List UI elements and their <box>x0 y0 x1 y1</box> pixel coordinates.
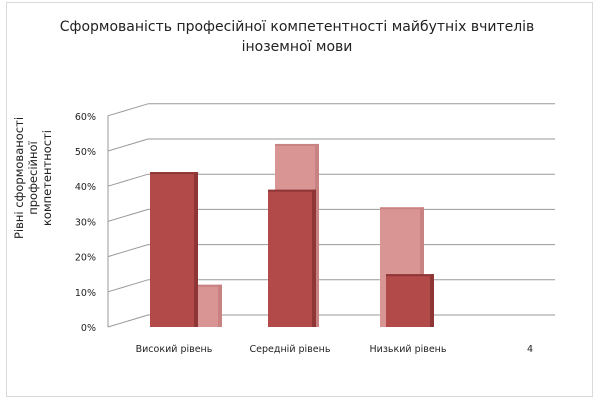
y-tick-label: 10% <box>75 288 96 299</box>
y-tick-label: 50% <box>75 147 96 158</box>
x-tick-label: 4 <box>527 344 533 355</box>
bar-top <box>150 172 198 175</box>
chart-frame: Сформованість професійної компетентності… <box>6 2 593 397</box>
bar-side <box>312 189 316 327</box>
gridline-diagonal <box>107 279 149 293</box>
x-tick-label: Низький рівень <box>370 344 447 355</box>
bar-top <box>380 207 424 210</box>
bar-side <box>420 207 424 327</box>
gridline-diagonal <box>107 208 149 222</box>
bar <box>268 189 316 327</box>
bar-top <box>275 143 319 146</box>
bar-side <box>218 284 222 327</box>
bar-top <box>268 189 316 192</box>
gridline-diagonal <box>107 103 149 117</box>
gridline-diagonal <box>107 244 149 258</box>
y-tick-label: 0% <box>81 323 96 334</box>
y-tick-label: 60% <box>75 112 96 123</box>
y-tick-label: 40% <box>75 182 96 193</box>
x-tick-label: Високий рівень <box>136 344 213 355</box>
bar-side <box>430 274 434 327</box>
gridline-diagonal <box>107 173 149 187</box>
x-tick-label: Середній рівень <box>250 344 331 355</box>
bar <box>386 274 434 327</box>
y-tick-label: 30% <box>75 217 96 228</box>
bar-top <box>386 274 434 277</box>
gridline-diagonal <box>107 314 149 328</box>
bar <box>150 172 198 327</box>
bar-top <box>178 284 222 287</box>
y-tick-label: 20% <box>75 253 96 264</box>
chart-title: Сформованість професійної компетентності… <box>59 19 535 55</box>
gridline-diagonal <box>107 138 149 152</box>
bar-side <box>315 143 319 327</box>
bar-side <box>194 172 198 327</box>
